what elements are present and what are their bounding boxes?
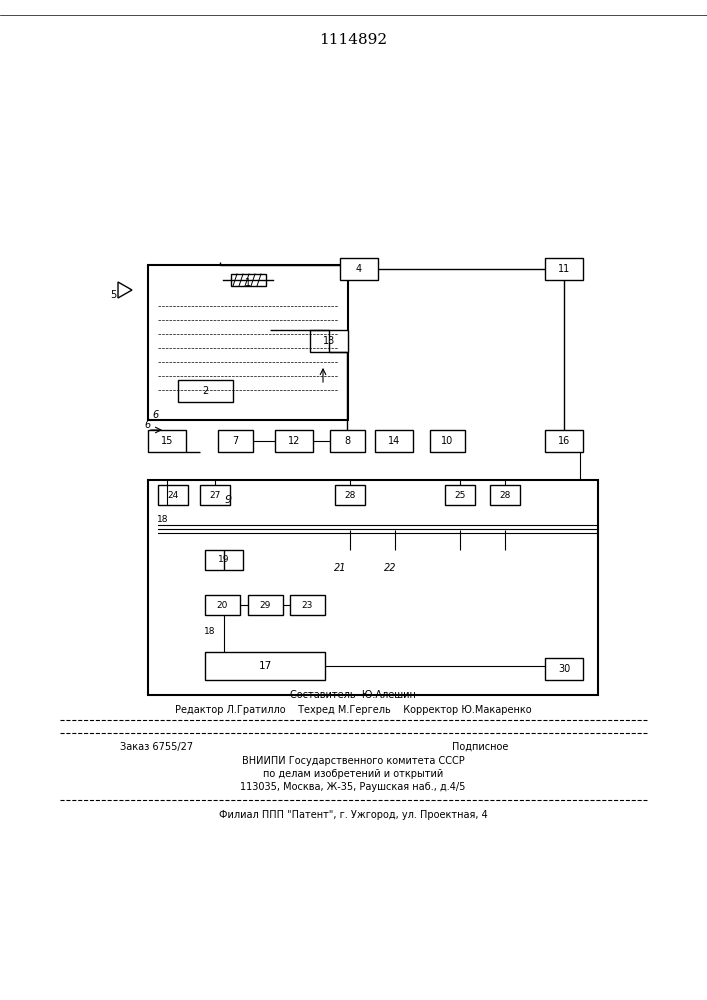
- Bar: [330, 430, 365, 452]
- Bar: [148, 480, 598, 695]
- Bar: [178, 380, 233, 402]
- Text: 17: 17: [258, 661, 271, 671]
- Text: 13: 13: [323, 336, 335, 346]
- Text: 29: 29: [259, 600, 271, 609]
- Text: Редактор Л.Гратилло    Техред М.Гергель    Корректор Ю.Макаренко: Редактор Л.Гратилло Техред М.Гергель Кор…: [175, 705, 532, 715]
- Bar: [310, 330, 348, 352]
- Text: 4: 4: [356, 264, 362, 274]
- Text: ВНИИПИ Государственного комитета СССР: ВНИИПИ Государственного комитета СССР: [242, 756, 464, 766]
- Text: 18: 18: [157, 516, 169, 524]
- Bar: [545, 658, 583, 680]
- Bar: [148, 265, 348, 420]
- Text: 10: 10: [441, 436, 454, 446]
- Bar: [200, 485, 230, 505]
- Bar: [445, 485, 475, 505]
- Text: 6: 6: [145, 420, 151, 430]
- Text: 7: 7: [233, 436, 239, 446]
- Text: Заказ 6755/27: Заказ 6755/27: [120, 742, 193, 752]
- Text: 1114892: 1114892: [319, 33, 387, 47]
- Text: 5: 5: [110, 290, 116, 300]
- Bar: [248, 595, 283, 615]
- Bar: [231, 274, 266, 286]
- Text: 113035, Москва, Ж-35, Раушская наб., д.4/5: 113035, Москва, Ж-35, Раушская наб., д.4…: [240, 782, 466, 792]
- Bar: [205, 652, 325, 680]
- Text: 14: 14: [388, 436, 400, 446]
- Bar: [148, 430, 186, 452]
- Text: 16: 16: [558, 436, 570, 446]
- Bar: [375, 430, 413, 452]
- Bar: [430, 430, 465, 452]
- Text: Филиал ППП "Патент", г. Ужгород, ул. Проектная, 4: Филиал ППП "Патент", г. Ужгород, ул. Про…: [218, 810, 487, 820]
- Text: 1: 1: [245, 278, 251, 288]
- Text: 21: 21: [334, 563, 346, 573]
- Text: 27: 27: [209, 490, 221, 499]
- Text: 6: 6: [152, 410, 158, 420]
- Bar: [205, 595, 240, 615]
- Bar: [290, 595, 325, 615]
- Text: 12: 12: [288, 436, 300, 446]
- Text: по делам изобретений и открытий: по делам изобретений и открытий: [263, 769, 443, 779]
- Text: 18: 18: [204, 628, 216, 637]
- Text: 8: 8: [344, 436, 351, 446]
- Text: 11: 11: [558, 264, 570, 274]
- Text: 28: 28: [344, 490, 356, 499]
- Bar: [335, 485, 365, 505]
- Text: 19: 19: [218, 556, 230, 564]
- Bar: [340, 258, 378, 280]
- Text: 30: 30: [558, 664, 570, 674]
- Text: 2: 2: [202, 386, 209, 396]
- Bar: [545, 258, 583, 280]
- Text: 28: 28: [499, 490, 510, 499]
- Bar: [218, 430, 253, 452]
- Text: 23: 23: [302, 600, 313, 609]
- Bar: [490, 485, 520, 505]
- Text: Подписное: Подписное: [452, 742, 508, 752]
- Text: 9: 9: [224, 495, 232, 505]
- Text: 15: 15: [160, 436, 173, 446]
- Bar: [275, 430, 313, 452]
- Bar: [545, 430, 583, 452]
- Text: Составитель  Ю.Алешин: Составитель Ю.Алешин: [290, 690, 416, 700]
- Text: 25: 25: [455, 490, 466, 499]
- Text: 24: 24: [168, 490, 179, 499]
- Bar: [205, 550, 243, 570]
- Text: 20: 20: [217, 600, 228, 609]
- Text: 22: 22: [384, 563, 396, 573]
- Bar: [158, 485, 188, 505]
